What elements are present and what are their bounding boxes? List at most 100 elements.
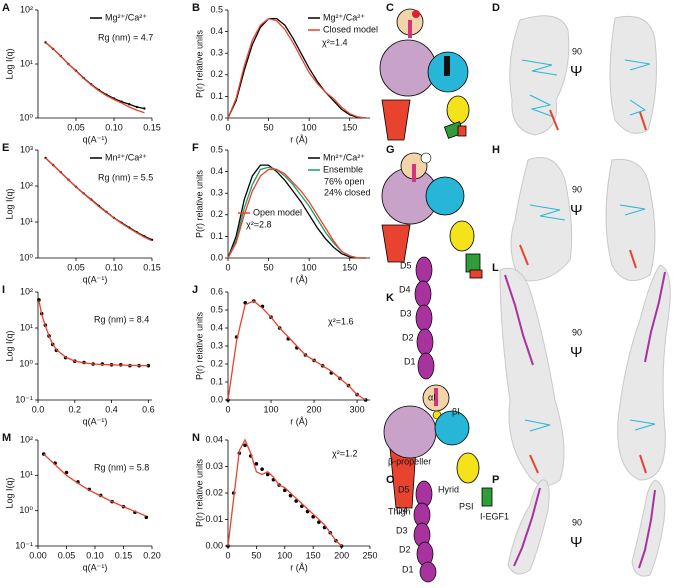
rotation-symbol: Ψ	[570, 63, 583, 80]
x-tick-label: 0.10	[105, 262, 123, 272]
domain-label: D2	[402, 332, 414, 342]
diagram-k: K D5 D4 D3 D2 D1 αI βI β-propeller Thigh…	[383, 256, 509, 521]
y-tick-label: 10²	[20, 434, 33, 444]
panel-label: L	[492, 262, 499, 274]
x-tick-label: 0.05	[67, 262, 85, 272]
series-line	[227, 17, 366, 119]
domain-label: I-EGF1	[480, 511, 509, 521]
domain-label: βI	[452, 406, 460, 416]
data-point	[260, 467, 264, 471]
series-line	[227, 17, 367, 119]
y-tick-label: 0.5	[210, 144, 223, 154]
series-line	[45, 157, 153, 242]
y-tick-label: 0.0	[210, 112, 223, 122]
y-tick-label: 0.5	[210, 304, 223, 314]
x-tick-label: 0	[225, 262, 230, 272]
panel-label: C	[386, 2, 394, 14]
diagram-g: G	[381, 144, 483, 279]
y-tick-label: 0.3	[210, 188, 223, 198]
x-axis-title: q(A⁻¹)	[83, 134, 108, 144]
chart: A 10⁰ 10¹ 10² 0.05 0.10 0.15 q(A⁻¹) Log I(q) Mg²⁺…	[2, 2, 161, 144]
legend-label: Mg²⁺/Ca²⁺	[105, 12, 147, 22]
chart: I 10⁻¹ 10⁰ 10¹ 10² 0.0 0.2 0.4 0.6 q(A⁻¹) Log I(q)…	[2, 284, 155, 426]
x-tick-label: 0.6	[142, 404, 155, 414]
x-tick-label: 0.15	[115, 550, 133, 560]
x-tick-label: 300	[350, 404, 365, 414]
data-point	[311, 515, 316, 519]
panel-label: H	[492, 144, 500, 156]
x-axis-title: q(A⁻¹)	[83, 416, 108, 426]
rotation-symbol: Ψ	[570, 534, 583, 551]
panel-label: B	[192, 2, 200, 14]
diagram-c: C	[379, 2, 470, 141]
domain-label: D4	[399, 284, 411, 294]
data-point	[294, 499, 298, 503]
chart: F 0.0 0.1 0.2 0.3 0.4 0.5 0 50 100 150 r (Å) P(r) re…	[192, 142, 371, 284]
y-tick-label: 10¹	[20, 58, 33, 68]
data-point	[64, 470, 69, 475]
series-line	[227, 300, 367, 401]
y-tick-label: 10⁻¹	[15, 540, 33, 550]
panel-label: M	[2, 432, 11, 444]
panel-label: A	[2, 2, 10, 14]
y-tick-label: 0.3	[210, 340, 223, 350]
x-tick-label: 200	[307, 404, 322, 414]
legend-label: Open model	[253, 207, 302, 217]
domain-label: Thigh	[388, 506, 411, 516]
y-tick-label: 10⁻¹	[15, 394, 33, 404]
annotation: 24% closed	[324, 187, 371, 197]
rotation-label: 90	[572, 517, 582, 527]
domain-label: D3	[396, 525, 408, 535]
x-tick-label: 0.2	[69, 404, 82, 414]
y-tick-label: 0.4	[210, 166, 223, 176]
series-line	[227, 168, 366, 259]
y-tick-label: 0.1	[210, 231, 223, 241]
chart: B 0.0 0.1 0.2 0.3 0.4 0.5 0 50 100 150 r (Å) P(r) re…	[192, 2, 378, 144]
y-axis-title: Log I(q)	[4, 188, 14, 219]
rotation-symbol: Ψ	[570, 344, 583, 361]
panel-label: I	[2, 284, 5, 296]
domain-label: αI	[428, 392, 436, 402]
rotation-symbol: Ψ	[570, 202, 583, 219]
y-tick-label: 0.3	[210, 48, 223, 58]
series-line	[45, 42, 145, 114]
x-tick-label: 250	[362, 550, 377, 560]
rotation-label: 90	[572, 327, 582, 337]
x-axis-title: r (Å)	[290, 416, 308, 426]
domain-label: D4	[396, 505, 408, 515]
panel-label: P	[492, 474, 499, 486]
y-tick-label: 0.03	[205, 461, 223, 471]
data-point	[243, 443, 247, 448]
x-tick-label: 0.00	[29, 550, 47, 560]
y-tick-label: 10²	[20, 286, 33, 296]
series-line	[227, 438, 343, 547]
legend-label: Mg²⁺/Ca²⁺	[323, 12, 365, 22]
panel-label: D	[492, 2, 500, 14]
x-tick-label: 100	[302, 122, 317, 132]
panel-label: F	[192, 142, 199, 154]
annotation: Rg (nm) = 4.7	[98, 32, 153, 42]
annotation: Rg (nm) = 5.8	[94, 462, 149, 472]
x-axis-title: q(A⁻¹)	[83, 274, 108, 284]
series-line	[43, 453, 147, 517]
domain-label: Hyrid	[438, 484, 459, 494]
domain-label: D2	[399, 544, 411, 554]
panel-label: N	[192, 432, 200, 444]
x-tick-label: 100	[264, 404, 279, 414]
y-tick-label: 0.02	[205, 487, 223, 497]
panel-label: J	[192, 284, 198, 296]
y-tick-label: 10⁰	[19, 252, 33, 262]
chart: E 10⁰ 10¹ 10² 10³ 0.05 0.10 0.15 q(A⁻¹) Log I(q) M…	[2, 142, 161, 284]
data-point	[254, 462, 259, 466]
panel-label: G	[386, 144, 395, 156]
data-point	[265, 472, 270, 477]
x-tick-label: 50	[251, 550, 261, 560]
y-tick-label: 0.2	[210, 358, 223, 368]
data-point	[317, 520, 321, 524]
data-point	[135, 105, 138, 109]
legend-label: Mn²⁺/Ca²⁺	[105, 152, 147, 162]
domain-label: D5	[400, 260, 412, 270]
x-tick-label: 0.10	[86, 550, 104, 560]
y-tick-label: 0.1	[210, 91, 223, 101]
